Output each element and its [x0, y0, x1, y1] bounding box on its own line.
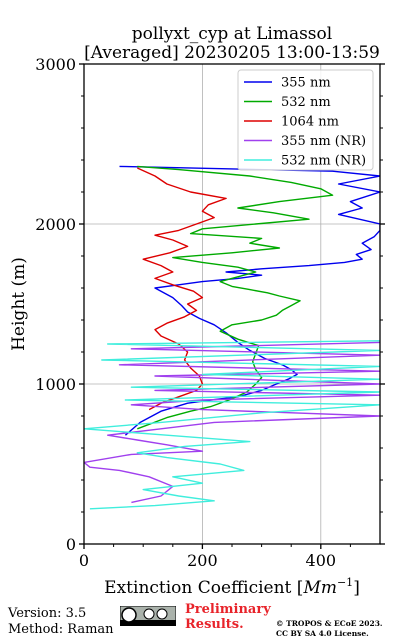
legend-label: 1064 nm [281, 115, 339, 130]
chart-subtitle: [Averaged] 20230205 13:00-13:59 [84, 43, 380, 63]
preliminary-line-1: Preliminary [185, 602, 271, 617]
copyright-line-1: © TROPOS & ECoE 2023. [276, 619, 383, 628]
series-line-1 [119, 165, 380, 436]
axis-ticks: 0 1000 2000 3000 0 200 400 [35, 55, 385, 570]
chart-title: pollyxt_cyp at Limassol [132, 24, 332, 44]
legend-label: 532 nm [281, 95, 331, 110]
legend-label: 355 nm (NR) [281, 134, 366, 149]
footer-version-info: Version: 3.5 Method: Raman [8, 606, 114, 638]
method-text: Method: Raman [8, 622, 114, 637]
x-axis-title: Extinction Coefficient [Mm−1] [104, 576, 360, 598]
legend-label: 355 nm [281, 76, 331, 91]
y-tick-label: 1000 [35, 375, 76, 394]
legend: 355 nm 532 nm 1064 nm 355 nm (NR) 532 nm (NR… [237, 69, 374, 171]
copyright-line-2: CC BY SA 4.0 License. [276, 629, 369, 638]
cc-by-sa-icon [120, 606, 176, 626]
preliminary-notice: Preliminary Results. [185, 602, 271, 632]
series-line-3 [137, 167, 227, 411]
series-line-4 [84, 341, 380, 504]
version-text: Version: 3.5 [8, 606, 87, 621]
y-tick-label: 0 [66, 535, 76, 554]
legend-label: 532 nm (NR) [281, 154, 366, 169]
x-tick-label: 200 [187, 551, 218, 570]
y-axis-title: Height (m) [9, 257, 29, 351]
x-tick-label: 0 [79, 551, 89, 570]
series-lines [84, 165, 380, 510]
series-line-5 [84, 340, 380, 510]
preliminary-line-2: Results. [185, 617, 244, 632]
y-tick-label: 3000 [35, 55, 76, 74]
x-tick-label: 400 [306, 551, 337, 570]
copyright-notice: © TROPOS & ECoE 2023. CC BY SA 4.0 Licen… [276, 619, 383, 639]
y-tick-label: 2000 [35, 215, 76, 234]
legend-box [237, 69, 374, 171]
